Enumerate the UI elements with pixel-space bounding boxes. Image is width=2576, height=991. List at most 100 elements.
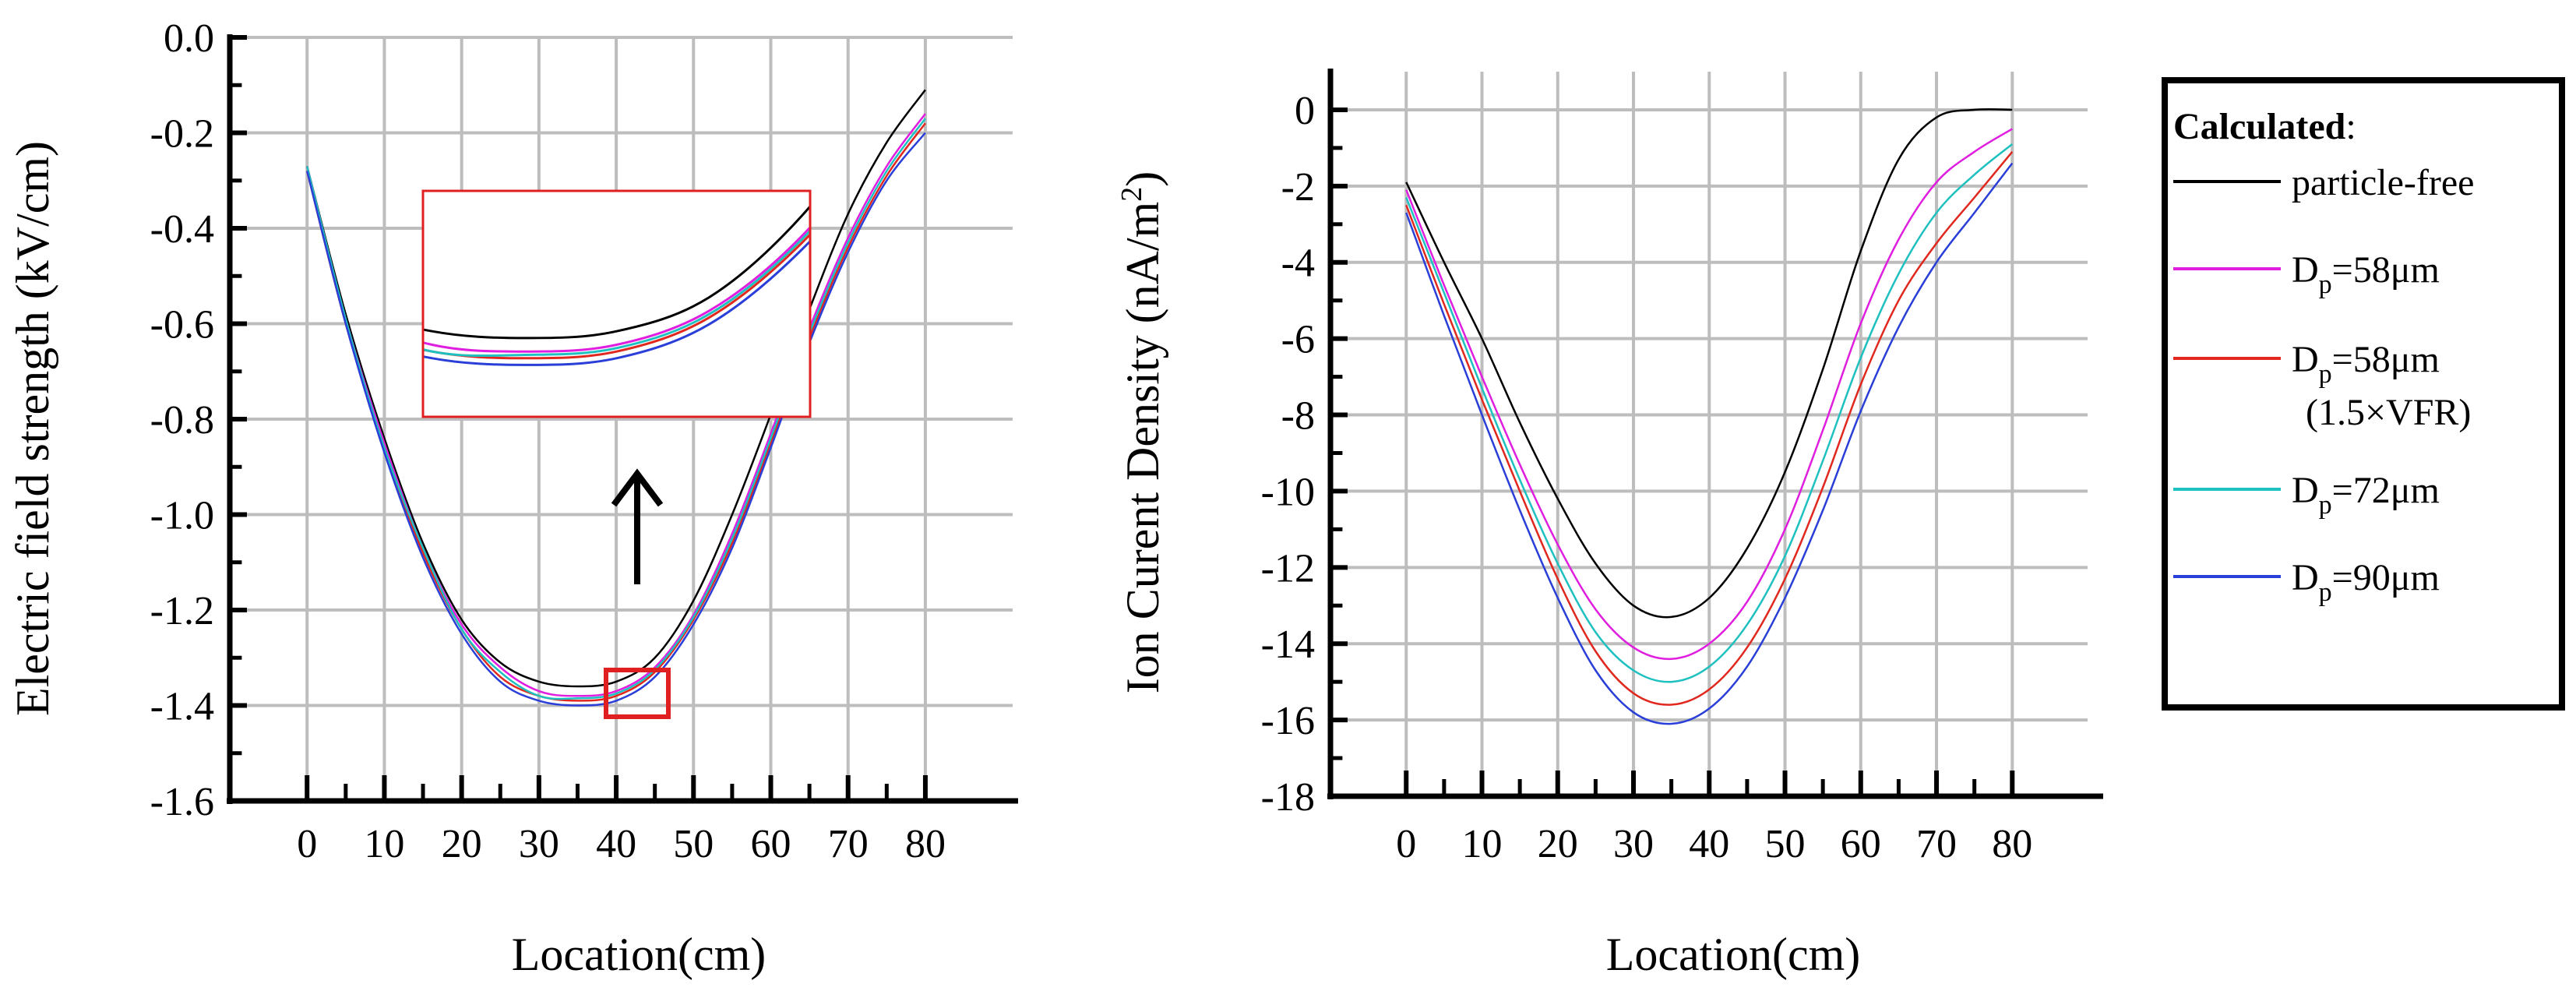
series-line-particle-free — [1405, 108, 2013, 619]
legend-entry: particle-free — [2173, 162, 2474, 203]
legend-label-main: D — [2292, 470, 2319, 511]
left-y-axis-label: Electric field strength (kV/cm) — [7, 141, 58, 716]
left-axes — [227, 34, 1018, 804]
legend-label-sub: p — [2319, 491, 2332, 520]
x-tick-label: 70 — [828, 822, 869, 866]
right-y-axis-label-main: Ion Curent Density (nA/m — [1117, 202, 1168, 694]
left-x-ticks: 0 10 20 30 40 50 60 70 80 — [297, 822, 946, 866]
inset-frame — [421, 189, 812, 418]
legend-heading-colon: : — [2345, 106, 2356, 147]
right-chart: 0 -2 -4 -6 -8 -10 -12 -14 -16 -18 0 10 20 30 40 50 60 70… — [1115, 69, 2103, 980]
x-tick-label: 10 — [364, 822, 404, 866]
series-line-particle-free — [305, 89, 926, 688]
x-tick-label: 50 — [1765, 822, 1806, 866]
y-tick-label: -16 — [1261, 699, 1315, 743]
legend-label-sub: p — [2319, 270, 2332, 299]
x-tick-label: 20 — [1538, 822, 1578, 866]
x-tick-label: 0 — [297, 822, 317, 866]
inset-line-dp-58-m-1-5-vfr — [423, 232, 810, 360]
legend-entry: Dp=72μm — [2173, 470, 2440, 520]
right-y-axis-label-sup: 2 — [1115, 187, 1148, 202]
legend-heading: Calculated: — [2173, 106, 2356, 147]
x-tick-label: 80 — [1992, 822, 2032, 866]
x-tick-label: 60 — [751, 822, 791, 866]
left-y-ticks: 0.0 -0.2 -0.4 -0.6 -0.8 -1.0 -1.2 -1.4 -1.6 — [150, 16, 214, 824]
y-tick-label: 0.0 — [164, 16, 214, 61]
left-x-axis-label: Location(cm) — [512, 929, 766, 980]
legend-label-rest: =58μm — [2332, 249, 2440, 291]
y-tick-label: -6 — [1281, 318, 1315, 362]
legend-entry: Dp=58μm(1.5×VFR) — [2173, 339, 2471, 433]
legend-heading-text: Calculated — [2173, 106, 2346, 147]
inset-background — [423, 191, 810, 417]
legend-label: Dp=72μm — [2292, 470, 2440, 520]
legend-frame — [2162, 77, 2565, 711]
x-tick-label: 40 — [596, 822, 636, 866]
x-tick-label: 0 — [1396, 822, 1416, 866]
inset-source-box — [604, 668, 671, 719]
y-tick-label: -0.8 — [150, 398, 214, 443]
right-grid — [1330, 72, 2088, 798]
up-arrow-icon — [611, 468, 664, 584]
series-line-dp-90-m — [305, 132, 926, 707]
inset-line-dp-90-m — [423, 239, 810, 366]
y-tick-label: -1.6 — [150, 780, 214, 824]
inset-series — [423, 204, 810, 366]
x-tick-label: 60 — [1841, 822, 1881, 866]
y-tick-label: -0.6 — [150, 303, 214, 347]
legend-label-main: D — [2292, 339, 2319, 380]
legend-label-sub: p — [2319, 578, 2332, 607]
y-tick-label: -1.4 — [150, 685, 214, 729]
right-y-ticks: 0 -2 -4 -6 -8 -10 -12 -14 -16 -18 — [1261, 89, 1315, 820]
legend-entry: Dp=90μm — [2173, 557, 2440, 607]
x-tick-label: 30 — [1613, 822, 1654, 866]
x-tick-label: 80 — [905, 822, 946, 866]
legend-label: Dp=58μm — [2292, 249, 2440, 299]
series-line-dp-58-m-1-5-vfr — [1405, 151, 2014, 706]
legend-entry: Dp=58μm — [2173, 249, 2440, 299]
legend-label-main: D — [2292, 557, 2319, 598]
y-tick-label: 0 — [1295, 89, 1315, 133]
inset-line-dp-58-m — [423, 225, 810, 353]
inset-line-particle-free — [423, 204, 810, 340]
y-tick-label: -14 — [1261, 622, 1315, 667]
series-line-dp-90-m — [1405, 162, 2014, 725]
right-axes — [1327, 69, 2103, 799]
y-tick-label: -4 — [1281, 242, 1315, 286]
y-tick-label: -1.0 — [150, 494, 214, 538]
left-inset — [421, 189, 812, 418]
right-series — [1405, 108, 2014, 725]
series-line-dp-58-m — [1405, 128, 2013, 661]
right-y-axis-label: Ion Curent Density (nA/m2) — [1115, 171, 1168, 694]
x-tick-label: 40 — [1689, 822, 1729, 866]
y-tick-label: -0.4 — [150, 207, 214, 252]
series-line-dp-72-m — [305, 118, 926, 700]
left-series — [305, 89, 926, 707]
y-tick-label: -8 — [1281, 394, 1315, 439]
legend-label-line2: (1.5×VFR) — [2306, 392, 2471, 433]
legend-label: particle-free — [2292, 162, 2474, 203]
legend-label-main: D — [2292, 249, 2319, 291]
right-x-ticks: 0 10 20 30 40 50 60 70 80 — [1396, 822, 2032, 866]
x-tick-label: 50 — [673, 822, 714, 866]
legend-label-main: particle-free — [2292, 162, 2474, 203]
legend-label: Dp=58μm — [2292, 339, 2440, 389]
x-tick-label: 30 — [519, 822, 559, 866]
series-line-dp-72-m — [1405, 143, 2014, 683]
y-tick-label: -18 — [1261, 775, 1315, 820]
legend: Calculated: particle-freeDp=58μmDp=58μm(… — [2162, 77, 2565, 711]
series-line-dp-58-m — [305, 113, 926, 697]
legend-label-sub: p — [2319, 360, 2332, 389]
legend-label-rest: =90μm — [2332, 557, 2440, 598]
left-chart: 0.0 -0.2 -0.4 -0.6 -0.8 -1.0 -1.2 -1.4 -1.6 0 10 2… — [7, 16, 1018, 980]
legend-entries: particle-freeDp=58μmDp=58μm(1.5×VFR)Dp=7… — [2173, 162, 2474, 607]
y-tick-label: -12 — [1261, 546, 1315, 591]
y-tick-label: -2 — [1281, 165, 1315, 210]
right-y-axis-label-close: ) — [1117, 171, 1168, 187]
right-x-axis-label: Location(cm) — [1606, 929, 1861, 980]
y-tick-label: -0.2 — [150, 112, 214, 157]
x-tick-label: 20 — [442, 822, 482, 866]
x-tick-label: 70 — [1916, 822, 1957, 866]
inset-line-dp-72-m — [423, 229, 810, 358]
